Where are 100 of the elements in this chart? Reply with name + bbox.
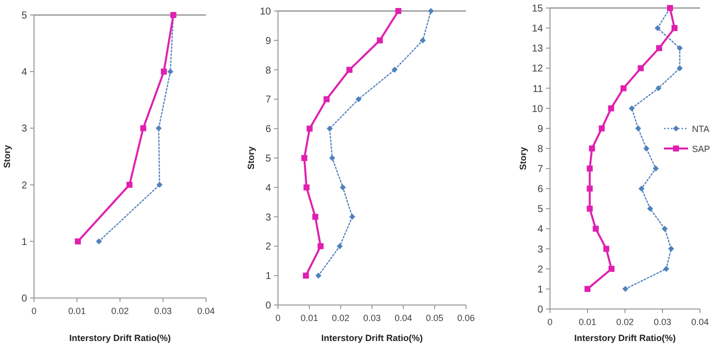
point bbox=[318, 243, 324, 250]
y-axis-title: Story bbox=[2, 144, 12, 168]
y-tick-label: 15 bbox=[532, 4, 544, 14]
y-tick-label: 5 bbox=[21, 10, 28, 22]
x-tick-label: 0.01 bbox=[578, 317, 596, 327]
y-axis-title: Story bbox=[518, 146, 528, 170]
point bbox=[592, 226, 599, 232]
y-tick-label: 4 bbox=[265, 182, 272, 194]
y-tick-label: 2 bbox=[537, 264, 544, 276]
y-tick-label: 1 bbox=[537, 284, 544, 296]
point bbox=[156, 125, 162, 132]
y-tick-label: 12 bbox=[532, 64, 544, 75]
point bbox=[663, 266, 670, 272]
point bbox=[329, 155, 336, 161]
y-tick-label: 2 bbox=[21, 180, 28, 192]
point bbox=[74, 238, 81, 244]
point bbox=[340, 184, 346, 190]
point bbox=[638, 186, 644, 192]
point bbox=[608, 105, 614, 112]
point bbox=[326, 126, 333, 132]
point bbox=[126, 182, 132, 188]
y-tick-label: 7 bbox=[537, 164, 544, 176]
point bbox=[312, 214, 318, 220]
point bbox=[420, 37, 426, 44]
point bbox=[589, 145, 595, 152]
point bbox=[349, 214, 356, 220]
point bbox=[306, 126, 313, 132]
y-tick-label: 8 bbox=[537, 144, 544, 155]
x-axis-title: Interstory Drift Ratio(%) bbox=[574, 333, 676, 343]
point bbox=[96, 238, 102, 244]
point bbox=[620, 85, 626, 92]
y-tick-label: 13 bbox=[532, 44, 544, 55]
legend-label: NTA bbox=[692, 124, 710, 134]
y-tick-label: 14 bbox=[532, 24, 544, 35]
point bbox=[156, 182, 163, 188]
point bbox=[356, 96, 362, 102]
x-axis-title: Interstory Drift Ratio(%) bbox=[321, 333, 423, 343]
y-tick-label: 10 bbox=[532, 104, 544, 115]
x-tick-label: 0.02 bbox=[332, 313, 350, 323]
y-tick-label: 0 bbox=[21, 294, 28, 304]
y-tick-label: 5 bbox=[265, 154, 272, 164]
y-tick-label: 8 bbox=[265, 65, 272, 76]
y-axis-title: Story bbox=[246, 146, 256, 170]
x-tick-label: 0.05 bbox=[426, 313, 444, 323]
point bbox=[336, 243, 343, 250]
point bbox=[635, 125, 642, 132]
x-tick-label: 0 bbox=[275, 313, 281, 323]
point bbox=[676, 65, 683, 72]
point bbox=[304, 184, 310, 190]
point bbox=[140, 125, 146, 132]
point bbox=[302, 272, 309, 279]
y-tick-label: 3 bbox=[537, 244, 544, 256]
point bbox=[324, 96, 330, 102]
point bbox=[315, 272, 322, 279]
y-tick-label: 5 bbox=[537, 204, 544, 216]
x-tick-label: 0.03 bbox=[363, 313, 381, 323]
point bbox=[346, 66, 352, 73]
x-tick-label: 0.01 bbox=[68, 306, 86, 316]
x-tick-label: 0.01 bbox=[300, 313, 318, 323]
x-tick-label: 0.02 bbox=[616, 317, 634, 327]
point bbox=[167, 68, 174, 75]
y-tick-label: 6 bbox=[537, 184, 544, 196]
point bbox=[652, 166, 659, 172]
point bbox=[643, 145, 650, 152]
point bbox=[301, 155, 308, 161]
legend-label: SAP bbox=[692, 144, 710, 154]
x-tick-label: 0.04 bbox=[691, 317, 709, 327]
y-tick-label: 1 bbox=[21, 236, 28, 248]
x-tick-label: 0.04 bbox=[394, 313, 412, 323]
point bbox=[608, 266, 614, 272]
x-tick-label: 0 bbox=[547, 317, 553, 327]
point bbox=[628, 105, 635, 112]
y-tick-label: 9 bbox=[537, 124, 544, 135]
x-tick-label: 0.06 bbox=[457, 313, 475, 323]
point bbox=[586, 166, 593, 172]
x-tick-label: 0.02 bbox=[111, 306, 129, 316]
point bbox=[584, 286, 590, 292]
y-tick-label: 4 bbox=[21, 67, 28, 78]
y-tick-label: 4 bbox=[537, 224, 544, 236]
x-tick-label: 0.03 bbox=[154, 306, 172, 316]
x-tick-label: 0.04 bbox=[197, 306, 215, 316]
point bbox=[662, 226, 668, 232]
y-tick-label: 6 bbox=[265, 124, 272, 136]
y-tick-label: 10 bbox=[260, 6, 272, 18]
point bbox=[586, 206, 593, 212]
point bbox=[376, 37, 383, 44]
x-tick-label: 0 bbox=[31, 306, 37, 316]
point bbox=[647, 206, 654, 212]
y-tick-label: 1 bbox=[265, 271, 272, 282]
y-tick-label: 3 bbox=[21, 124, 28, 135]
x-axis-title: Interstory Drift Ratio(%) bbox=[69, 333, 171, 343]
point bbox=[676, 45, 683, 52]
point bbox=[655, 85, 662, 92]
point bbox=[672, 25, 678, 32]
y-tick-label: 9 bbox=[265, 36, 272, 47]
x-tick-label: 0.03 bbox=[654, 317, 672, 327]
point bbox=[656, 45, 662, 52]
y-tick-label: 11 bbox=[532, 84, 544, 95]
y-tick-label: 7 bbox=[265, 94, 272, 106]
y-tick-label: 2 bbox=[265, 242, 272, 253]
